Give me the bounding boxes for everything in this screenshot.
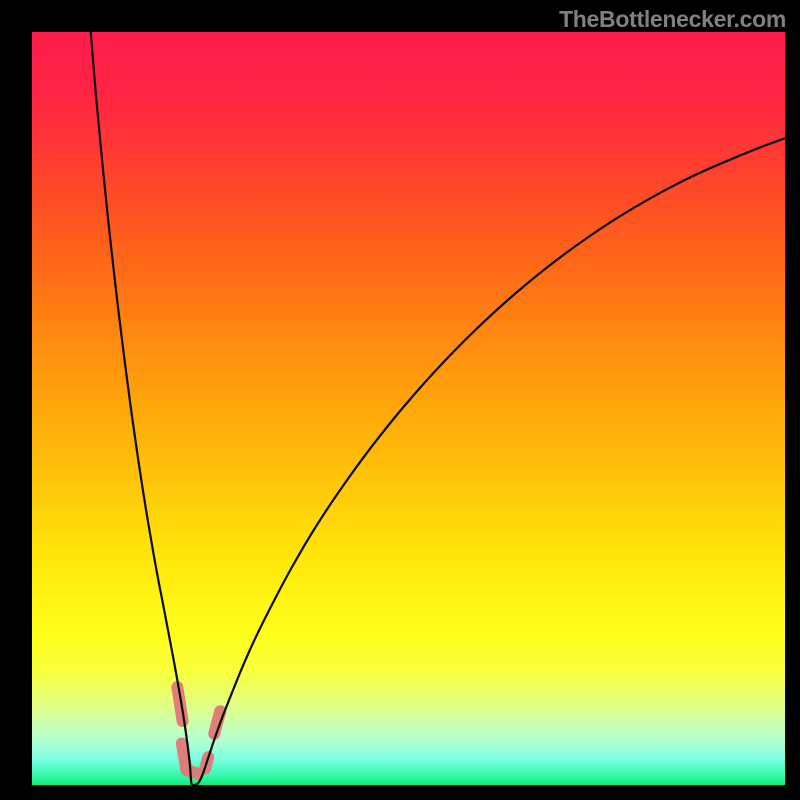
gradient-background	[32, 32, 785, 785]
bottleneck-chart	[0, 0, 800, 800]
watermark-text: TheBottlenecker.com	[559, 6, 786, 33]
